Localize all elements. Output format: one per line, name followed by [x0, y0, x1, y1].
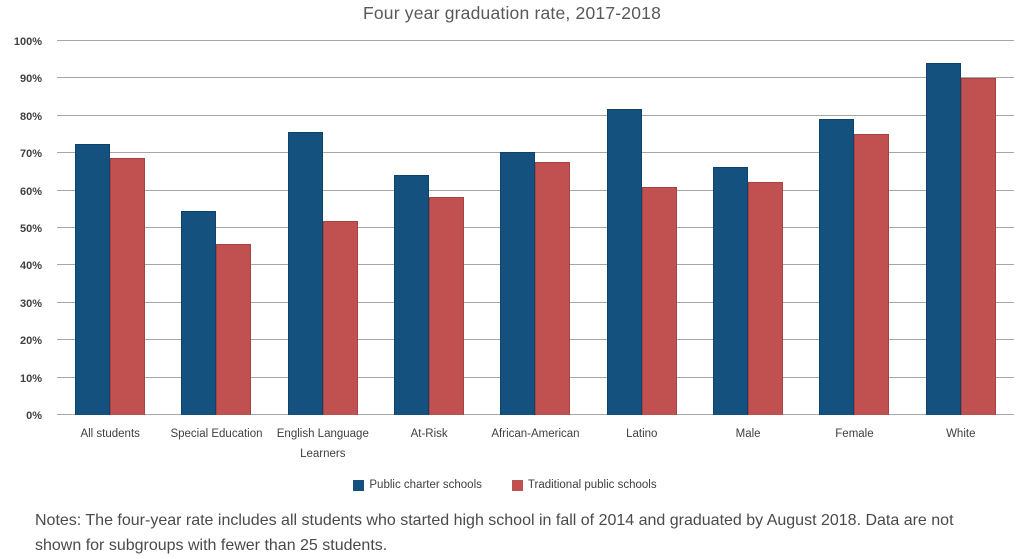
x-category-label: White [946, 428, 976, 440]
y-tick-label: 80% [19, 110, 42, 123]
gridline [57, 152, 1014, 154]
bar-group [163, 41, 269, 415]
x-category-label: At-Risk [410, 428, 448, 440]
x-category-label: Female [835, 428, 874, 440]
legend-item-charter: Public charter schools [353, 479, 482, 491]
y-tick-label: 60% [19, 185, 42, 198]
y-tick-label: 20% [19, 335, 42, 348]
legend: Public charter schools Traditional publi… [0, 479, 1010, 491]
x-category-label: Male [735, 428, 761, 440]
bar [75, 143, 111, 415]
y-tick-label: 10% [19, 372, 42, 385]
gridline [57, 77, 1014, 79]
y-tick-label: 70% [19, 148, 42, 161]
bar [500, 151, 536, 415]
bar-group [482, 41, 588, 415]
y-tick-label: 100% [13, 36, 42, 48]
y-tick-label: 40% [19, 260, 42, 273]
legend-label: Traditional public schools [527, 479, 657, 491]
bar-group [270, 41, 376, 415]
y-tick-label: 0% [26, 410, 42, 422]
bar [322, 221, 358, 415]
y-tick-label: 50% [19, 223, 42, 235]
bar [819, 119, 855, 415]
x-category-label: English Language Learners [276, 428, 369, 461]
y-tick-label: 90% [19, 73, 42, 86]
bar [535, 162, 571, 415]
bar [216, 243, 252, 415]
x-category-label: African-American [491, 428, 580, 440]
bar [287, 131, 323, 415]
bar [606, 109, 642, 415]
legend-label: Public charter schools [369, 479, 482, 491]
bar [181, 211, 217, 415]
x-category-label: Latino [626, 428, 658, 440]
bar-group [695, 41, 801, 415]
x-axis-labels: All students Special Education English Lan… [57, 424, 1014, 464]
x-category-label: Special Education [170, 428, 263, 440]
bar [429, 196, 465, 415]
bar-group [801, 41, 907, 415]
legend-swatch [511, 479, 523, 491]
gridline [57, 40, 1014, 41]
bar [110, 158, 146, 415]
bar [641, 186, 677, 415]
bar [925, 62, 961, 415]
notes-text: Notes: The four-year rate includes all s… [35, 512, 954, 554]
bar [854, 134, 890, 415]
y-axis: 0% 10% 20% 30% 40% 50% 60% 70% 80% 90% 100% [0, 36, 46, 422]
bar [960, 77, 996, 415]
gridline [57, 114, 1014, 116]
chart-title: Four year graduation rate, 2017-2018 [362, 3, 662, 23]
bar-group [57, 41, 163, 415]
bar-group [589, 41, 695, 415]
bar [713, 167, 749, 415]
y-tick-label: 30% [19, 297, 42, 310]
bar-groups [57, 41, 1014, 415]
bar [394, 174, 430, 415]
legend-item-traditional: Traditional public schools [511, 479, 657, 491]
bar-group [376, 41, 482, 415]
legend-swatch [353, 479, 365, 491]
bar [748, 181, 784, 415]
x-category-label: All students [80, 428, 140, 440]
bar-group [908, 41, 1014, 415]
plot-area [57, 40, 1014, 415]
